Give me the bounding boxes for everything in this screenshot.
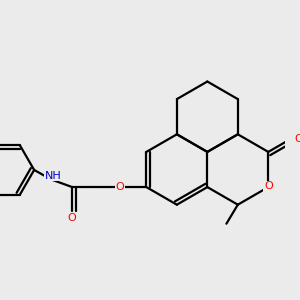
Text: O: O: [264, 181, 273, 191]
Text: NH: NH: [45, 171, 61, 181]
Text: O: O: [68, 214, 76, 224]
Text: O: O: [295, 134, 300, 144]
Text: O: O: [116, 182, 124, 192]
